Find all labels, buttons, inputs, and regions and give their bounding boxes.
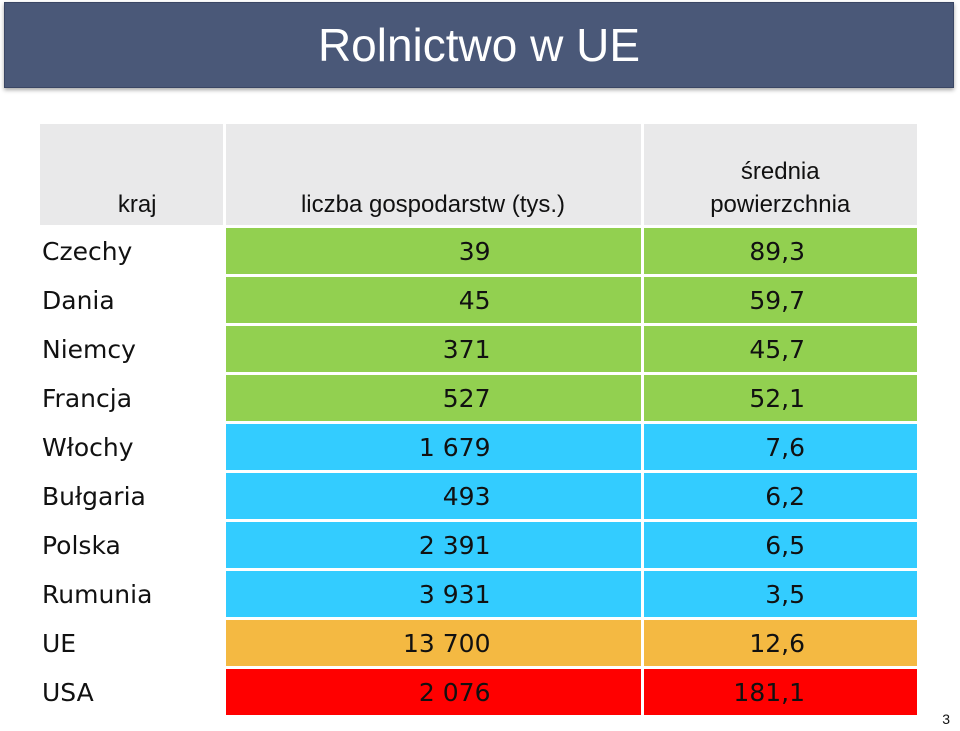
cell-country: Francja — [40, 372, 226, 423]
cell-area: 181,1 — [642, 666, 917, 715]
table-row: Niemcy 371 45,7 — [40, 323, 917, 374]
cell-farms: 2 391 — [224, 519, 644, 570]
table-row: Dania 45 59,7 — [40, 274, 917, 325]
table-header-row: kraj liczba gospodarstw (tys.) średnia p… — [40, 124, 917, 227]
cell-farms: 45 — [224, 274, 644, 325]
cell-farms: 3 931 — [224, 568, 644, 619]
cell-area: 3,5 — [642, 568, 917, 619]
cell-area: 89,3 — [642, 225, 917, 276]
cell-farms: 527 — [224, 372, 644, 423]
header-area-line2: powierzchnia — [710, 191, 851, 218]
cell-area: 7,6 — [642, 421, 917, 472]
table-row: Czechy 39 89,3 — [40, 225, 917, 276]
table-row: Bułgaria 493 6,2 — [40, 470, 917, 521]
cell-country: Bułgaria — [40, 470, 226, 521]
cell-farms: 2 076 — [224, 666, 644, 715]
cell-farms: 1 679 — [224, 421, 644, 472]
cell-area: 52,1 — [642, 372, 917, 423]
cell-country: Rumunia — [40, 568, 226, 619]
cell-area: 6,5 — [642, 519, 917, 570]
cell-country: Niemcy — [40, 323, 226, 374]
cell-country: USA — [40, 666, 226, 715]
page-number: 3 — [942, 711, 950, 727]
header-country: kraj — [40, 124, 226, 227]
header-area: średnia powierzchnia — [642, 124, 917, 227]
cell-country: Polska — [40, 519, 226, 570]
cell-area: 12,6 — [642, 617, 917, 668]
cell-country: Dania — [40, 274, 226, 325]
cell-farms: 13 700 — [224, 617, 644, 668]
header-area-line1: średnia — [740, 158, 820, 185]
header-farms: liczba gospodarstw (tys.) — [224, 124, 644, 227]
cell-farms: 493 — [224, 470, 644, 521]
cell-area: 45,7 — [642, 323, 917, 374]
table-row: UE 13 700 12,6 — [40, 617, 917, 668]
agriculture-table: kraj liczba gospodarstw (tys.) średnia p… — [40, 124, 917, 715]
table-row: Włochy 1 679 7,6 — [40, 421, 917, 472]
cell-country: Włochy — [40, 421, 226, 472]
cell-country: UE — [40, 617, 226, 668]
table-row: Polska 2 391 6,5 — [40, 519, 917, 570]
table-row: Francja 527 52,1 — [40, 372, 917, 423]
cell-country: Czechy — [40, 225, 226, 276]
table-row: Rumunia 3 931 3,5 — [40, 568, 917, 619]
cell-area: 6,2 — [642, 470, 917, 521]
table-row: USA 2 076 181,1 — [40, 666, 917, 715]
cell-area: 59,7 — [642, 274, 917, 325]
cell-farms: 39 — [224, 225, 644, 276]
cell-farms: 371 — [224, 323, 644, 374]
page-title: Rolnictwo w UE — [317, 19, 641, 71]
title-bar: Rolnictwo w UE — [4, 2, 954, 88]
